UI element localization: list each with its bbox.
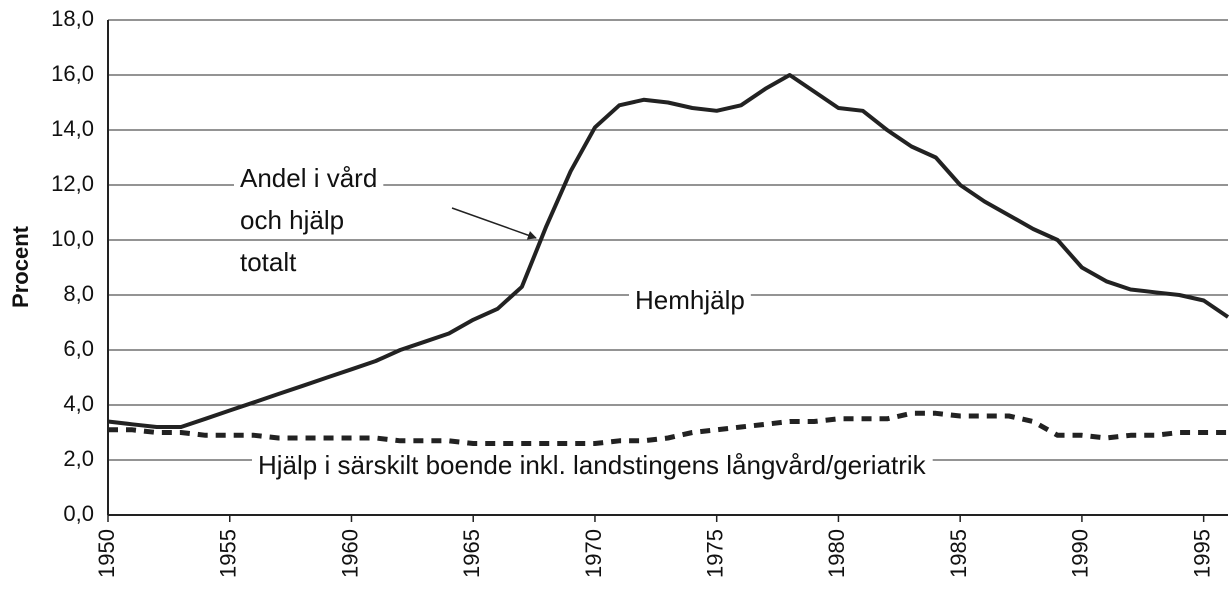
annotation: Andel i vård bbox=[240, 163, 377, 193]
label-bg bbox=[234, 202, 351, 237]
arrow bbox=[451, 207, 537, 240]
x-tick-label: 1965 bbox=[459, 529, 484, 578]
x-tick-label: 1975 bbox=[703, 529, 728, 578]
label-bg bbox=[234, 244, 304, 279]
y-tick-label: 12,0 bbox=[51, 171, 94, 196]
y-tick-label: 14,0 bbox=[51, 116, 94, 141]
y-tick-label: 18,0 bbox=[51, 6, 94, 31]
annotation: Hemhjälp bbox=[635, 285, 745, 315]
annotation: Hjälp i särskilt boende inkl. landstinge… bbox=[258, 450, 927, 480]
y-tick-label: 6,0 bbox=[63, 336, 94, 361]
y-tick-label: 16,0 bbox=[51, 61, 94, 86]
y-axis-label: Procent bbox=[8, 225, 33, 308]
x-tick-label: 1960 bbox=[337, 529, 362, 578]
x-tick-label: 1985 bbox=[946, 529, 971, 578]
x-tick-label: 1955 bbox=[216, 529, 241, 578]
x-tick-label: 1970 bbox=[581, 529, 606, 578]
y-tick-label: 4,0 bbox=[63, 391, 94, 416]
data-line bbox=[107, 73, 1230, 429]
annotation: totalt bbox=[240, 247, 297, 277]
y-tick-label: 10,0 bbox=[51, 226, 94, 251]
y-tick-label: 8,0 bbox=[63, 281, 94, 306]
y-tick-label: 0,0 bbox=[63, 501, 94, 526]
label-bg bbox=[252, 447, 933, 482]
x-tick-label: 1990 bbox=[1068, 529, 1093, 578]
y-tick-label: 2,0 bbox=[63, 446, 94, 471]
label-bg bbox=[234, 160, 384, 195]
x-tick-label: 1980 bbox=[824, 529, 849, 578]
label-bg bbox=[629, 282, 751, 317]
x-tick-label: 1995 bbox=[1189, 529, 1214, 578]
annotation: och hjälp bbox=[240, 205, 344, 235]
x-tick-label: 1950 bbox=[94, 529, 119, 578]
data-line bbox=[108, 410, 1228, 446]
